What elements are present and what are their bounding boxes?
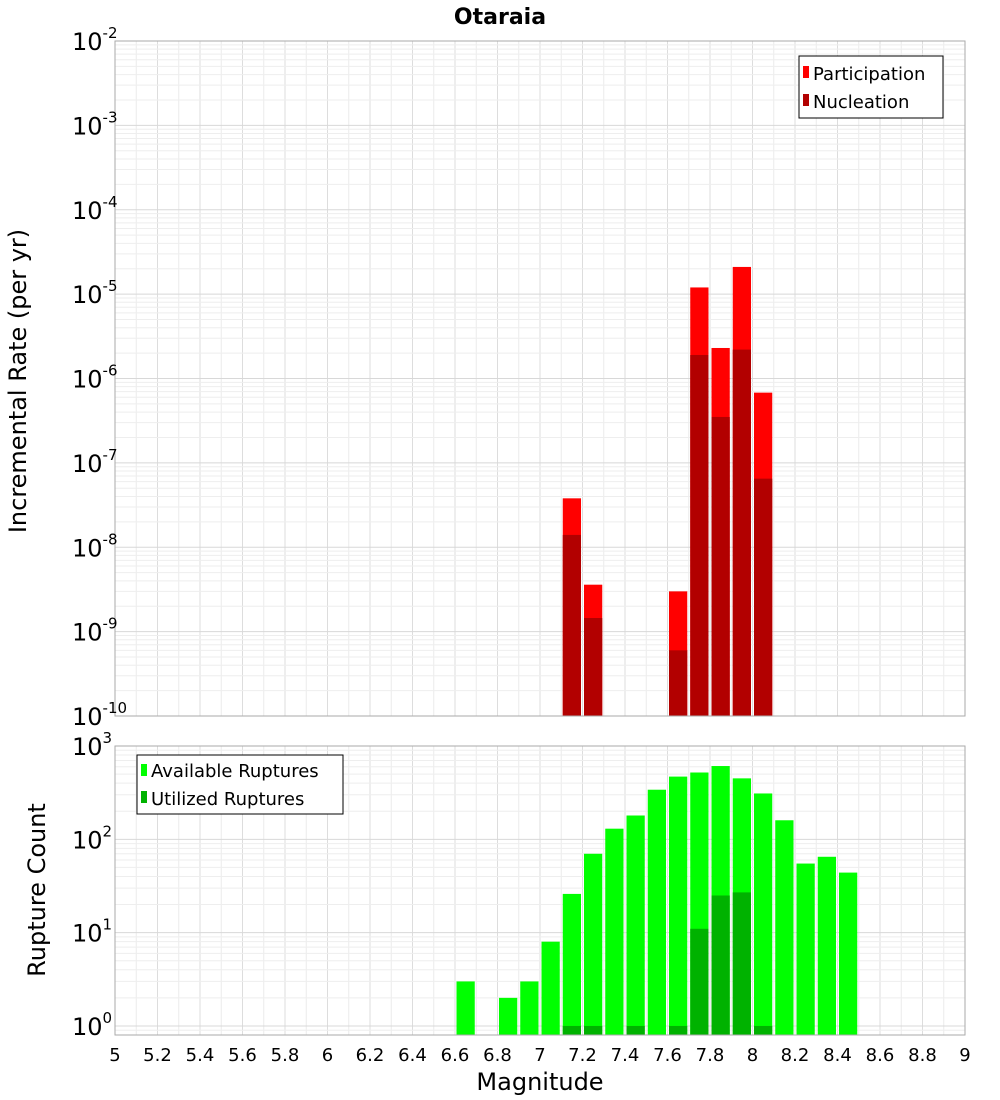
bar-available-ruptures [456, 981, 475, 1035]
nucleation-legend-label: Nucleation [813, 92, 909, 113]
rate-bars [562, 266, 773, 716]
x-tick-label: 8 [747, 1045, 758, 1066]
x-tick-label: 7.4 [611, 1045, 640, 1066]
participation-legend-swatch [803, 66, 809, 78]
x-tick-label: 5.6 [228, 1045, 257, 1066]
bar-available-ruptures [647, 789, 666, 1035]
bar-available-ruptures [541, 941, 560, 1035]
rupture-y-axis-label: Rupture Count [23, 803, 51, 977]
x-tick-label: 6.4 [398, 1045, 427, 1066]
x-tick-label: 6.8 [483, 1045, 512, 1066]
rupture-bars [456, 766, 858, 1035]
utilized-ruptures-legend-label: Utilized Ruptures [151, 789, 304, 810]
bar-available-ruptures [796, 863, 815, 1035]
bar-utilized-ruptures [584, 1025, 603, 1035]
y-tick-label: 10-7 [72, 446, 118, 478]
magnitude-x-ticks: 5 5.2 5.4 5.6 5.8 6 6.2 6.4 6.6 6.8 7 7.2 7.4 7.6 7.8 8… [109, 1045, 970, 1066]
y-tick-label: 100 [72, 1009, 112, 1041]
bar-available-ruptures [605, 828, 624, 1035]
bar-available-ruptures [775, 820, 794, 1035]
rate-plot-panel: 10-2 10-3 10-4 10-5 10-6 10-7 10-8 10-9 10-10 In… [4, 24, 966, 731]
available-ruptures-legend-label: Available Ruptures [151, 761, 319, 782]
bar-available-ruptures [520, 981, 539, 1035]
bar-utilized-ruptures [690, 928, 709, 1035]
x-tick-label: 5 [109, 1045, 120, 1066]
magnitude-x-axis-label: Magnitude [476, 1068, 603, 1096]
x-tick-label: 8.2 [781, 1045, 810, 1066]
x-tick-label: 8.6 [866, 1045, 895, 1066]
bar-available-ruptures [626, 815, 645, 1035]
rate-legend: Participation Nucleation [798, 55, 944, 119]
bar-nucleation [732, 349, 751, 716]
y-tick-label: 10-3 [72, 108, 118, 140]
bar-utilized-ruptures [754, 1025, 773, 1035]
x-tick-label: 7.8 [696, 1045, 725, 1066]
bar-nucleation [754, 478, 773, 716]
x-tick-label: 8.4 [823, 1045, 852, 1066]
y-tick-label: 10-9 [72, 615, 118, 647]
y-tick-label: 10-8 [72, 530, 118, 562]
rupture-y-ticks: 103 102 101 100 [72, 729, 112, 1041]
chart-title: Otaraia [454, 5, 546, 30]
bar-available-ruptures [817, 856, 836, 1035]
rupture-legend: Available Ruptures Utilized Ruptures [136, 754, 344, 815]
bar-nucleation [690, 354, 709, 716]
participation-legend-label: Participation [813, 64, 925, 85]
x-tick-label: 6 [322, 1045, 333, 1066]
rate-legend-box [798, 55, 944, 119]
x-tick-label: 6.6 [441, 1045, 470, 1066]
bar-nucleation [584, 618, 603, 716]
x-tick-label: 9 [959, 1045, 970, 1066]
bar-utilized-ruptures [732, 892, 751, 1035]
bar-utilized-ruptures [669, 1025, 688, 1035]
y-tick-label: 10-2 [72, 24, 118, 56]
rupture-count-plot-panel: 103 102 101 100 5 5.2 5.4 5.6 5.8 6 6.2 6.4 6.6 6.8 7… [23, 729, 971, 1096]
bar-nucleation [562, 534, 581, 716]
bar-available-ruptures [499, 997, 518, 1035]
y-tick-label: 103 [72, 729, 112, 761]
bar-available-ruptures [584, 853, 603, 1035]
x-tick-label: 7.6 [653, 1045, 682, 1066]
bar-utilized-ruptures [626, 1025, 645, 1035]
rupture-plot-frame [114, 745, 966, 1036]
x-tick-label: 8.8 [908, 1045, 937, 1066]
y-tick-label: 10-4 [72, 193, 118, 225]
x-tick-label: 5.2 [143, 1045, 172, 1066]
y-tick-label: 102 [72, 822, 112, 854]
nucleation-legend-swatch [803, 94, 809, 106]
y-tick-label: 10-10 [72, 699, 127, 731]
x-tick-label: 6.2 [356, 1045, 385, 1066]
rate-y-axis-label: Incremental Rate (per yr) [4, 229, 32, 533]
rupture-legend-box [136, 754, 344, 815]
bar-available-ruptures [839, 872, 858, 1035]
bar-utilized-ruptures [711, 895, 730, 1035]
available-ruptures-legend-swatch [141, 764, 147, 776]
bar-utilized-ruptures [562, 1025, 581, 1035]
y-tick-label: 101 [72, 916, 112, 948]
bar-nucleation [669, 650, 688, 716]
x-tick-label: 5.4 [186, 1045, 215, 1066]
rate-y-ticks: 10-2 10-3 10-4 10-5 10-6 10-7 10-8 10-9 10-10 [72, 24, 127, 731]
x-tick-label: 7 [534, 1045, 545, 1066]
utilized-ruptures-legend-swatch [141, 791, 147, 803]
rate-plot-frame [114, 40, 966, 717]
x-tick-label: 7.2 [568, 1045, 597, 1066]
bar-available-ruptures [562, 893, 581, 1035]
bar-available-ruptures [754, 793, 773, 1035]
y-tick-label: 10-5 [72, 277, 118, 309]
bar-nucleation [711, 416, 730, 716]
bar-available-ruptures [669, 776, 688, 1035]
rate-gridlines [114, 40, 966, 717]
y-tick-label: 10-6 [72, 362, 118, 394]
x-tick-label: 5.8 [271, 1045, 300, 1066]
